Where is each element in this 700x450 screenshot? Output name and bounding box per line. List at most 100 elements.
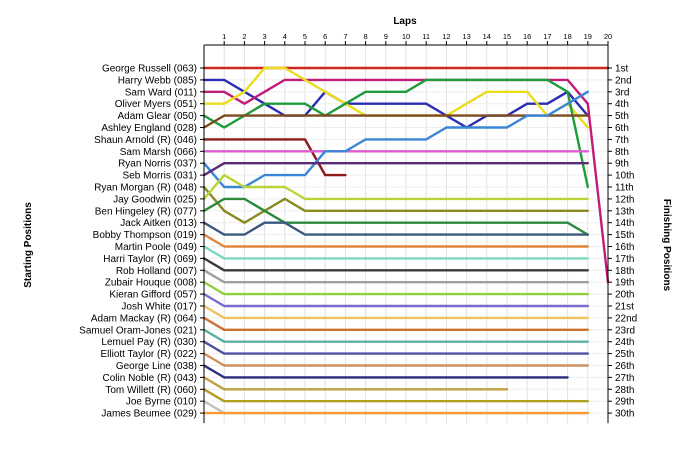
lap-tick-label: 15 xyxy=(503,32,511,41)
lap-tick-label: 8 xyxy=(364,32,368,41)
lap-tick-label: 19 xyxy=(584,32,592,41)
starting-driver-label: James Beumee (029) xyxy=(101,409,197,420)
finishing-position-label: 26th xyxy=(615,361,634,372)
lap-tick-label: 10 xyxy=(402,32,410,41)
finishing-position-label: 15th xyxy=(615,230,634,241)
driver-position-line xyxy=(202,400,589,415)
finishing-position-label: 1st xyxy=(615,64,629,75)
y-axis-label-right: Finishing Positions xyxy=(661,199,672,292)
finishing-position-label: 24th xyxy=(615,337,634,348)
finishing-position-label: 21st xyxy=(615,302,634,313)
finishing-position-label: 30th xyxy=(615,409,634,420)
starting-driver-label: Elliott Taylor (R) (022) xyxy=(100,349,197,360)
starting-driver-label: Jay Goodwin (025) xyxy=(113,194,197,205)
driver-position-line xyxy=(202,328,589,343)
starting-driver-label: Ryan Morgan (R) (048) xyxy=(94,183,197,194)
starting-driver-label: Adam Mackay (R) (064) xyxy=(91,313,197,324)
lap-tick-label: 3 xyxy=(263,32,267,41)
finishing-position-label: 6th xyxy=(615,123,629,134)
driver-position-line xyxy=(202,78,589,129)
driver-position-line xyxy=(202,162,589,177)
finishing-position-label: 17th xyxy=(615,254,634,265)
y-axis-label-left: Starting Positions xyxy=(23,202,34,288)
finishing-position-label: 14th xyxy=(615,218,634,229)
driver-position-line xyxy=(202,388,589,403)
driver-position-line xyxy=(202,376,509,391)
driver-position-line xyxy=(202,114,589,129)
lap-tick-label: 17 xyxy=(543,32,551,41)
axes xyxy=(200,41,612,424)
starting-driver-label: Martin Poole (049) xyxy=(115,242,197,253)
finishing-position-label: 28th xyxy=(615,385,634,396)
driver-position-line xyxy=(202,138,347,177)
driver-position-line xyxy=(202,78,589,189)
driver-position-line xyxy=(202,304,589,320)
lap-tick-label: 2 xyxy=(242,32,246,41)
finishing-position-label: 9th xyxy=(615,159,629,170)
starting-driver-label: George Russell (063) xyxy=(102,64,197,75)
chart-title: Laps xyxy=(393,16,417,27)
starting-driver-label: Samuel Oram-Jones (021) xyxy=(79,325,197,336)
starting-driver-label: Sam Ward (011) xyxy=(125,87,197,98)
lap-tick-label: 9 xyxy=(384,32,388,41)
finishing-position-label: 4th xyxy=(615,99,629,110)
finishing-position-label: 8th xyxy=(615,147,629,158)
driver-position-line xyxy=(202,185,589,224)
lap-tick-label: 7 xyxy=(343,32,347,41)
series-lines xyxy=(202,66,610,415)
driver-position-line xyxy=(202,269,589,284)
finishing-position-label: 16th xyxy=(615,242,634,253)
finishing-position-label: 25th xyxy=(615,349,634,360)
lap-tick-label: 20 xyxy=(604,32,612,41)
finishing-position-label: 11th xyxy=(615,183,634,194)
starting-driver-label: Ashley England (028) xyxy=(101,123,197,134)
driver-position-line xyxy=(202,364,569,379)
finishing-position-label: 27th xyxy=(615,373,634,384)
starting-driver-label: Ben Hingeley (R) (077) xyxy=(95,206,197,217)
lap-tick-label: 14 xyxy=(483,32,491,41)
driver-position-line xyxy=(202,352,589,367)
starting-driver-label: Tom Willett (R) (060) xyxy=(105,385,197,396)
finishing-position-label: 13th xyxy=(615,206,634,217)
starting-driver-label: Sam Marsh (066) xyxy=(120,147,197,158)
lap-tick-label: 6 xyxy=(323,32,327,41)
finishing-position-label: 3rd xyxy=(615,87,629,98)
starting-driver-label: Josh White (017) xyxy=(121,302,197,313)
lap-tick-label: 13 xyxy=(462,32,470,41)
starting-driver-label: Ryan Norris (037) xyxy=(118,159,197,170)
starting-driver-label: Joe Byrne (010) xyxy=(126,397,197,408)
driver-position-line xyxy=(202,221,589,236)
lap-tick-label: 12 xyxy=(442,32,450,41)
driver-position-line xyxy=(202,173,589,201)
starting-driver-label: Adam Glear (050) xyxy=(118,111,197,122)
starting-driver-label: Harry Webb (085) xyxy=(118,75,197,86)
driver-position-line xyxy=(202,90,589,189)
lap-tick-label: 4 xyxy=(283,32,287,41)
starting-driver-label: Bobby Thompson (019) xyxy=(93,230,197,241)
driver-position-line xyxy=(202,316,589,331)
finishing-position-label: 5th xyxy=(615,111,629,122)
lap-tick-label: 11 xyxy=(422,32,430,41)
lap-tick-label: 5 xyxy=(303,32,307,41)
starting-driver-label: Shaun Arnold (R) (046) xyxy=(94,135,197,146)
lap-tick-label: 1 xyxy=(222,32,226,41)
starting-driver-label: Zubair Houque (008) xyxy=(105,278,197,289)
finishing-position-label: 12th xyxy=(615,194,634,205)
finishing-position-label: 29th xyxy=(615,397,634,408)
driver-position-line xyxy=(202,66,589,129)
finishing-position-label: 18th xyxy=(615,266,634,277)
starting-driver-label: Colin Noble (R) (043) xyxy=(103,373,197,384)
lap-tick-label: 18 xyxy=(563,32,571,41)
starting-driver-label: Kieran Gifford (057) xyxy=(109,290,197,301)
finishing-position-label: 20th xyxy=(615,290,634,301)
starting-driver-label: Harri Taylor (R) (069) xyxy=(103,254,197,265)
finishing-position-label: 19th xyxy=(615,278,634,289)
driver-position-line xyxy=(202,233,589,248)
finishing-position-label: 7th xyxy=(615,135,629,146)
lap-tick-label: 16 xyxy=(523,32,531,41)
finishing-position-label: 2nd xyxy=(615,75,632,86)
driver-position-line xyxy=(202,245,589,260)
